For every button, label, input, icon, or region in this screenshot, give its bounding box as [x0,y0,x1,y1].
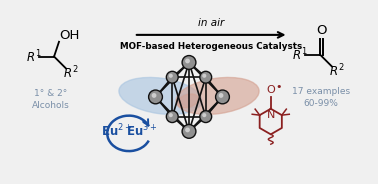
Circle shape [218,93,223,98]
Ellipse shape [119,77,202,114]
Circle shape [185,128,190,132]
Text: O: O [316,24,327,37]
Text: $R^2$: $R^2$ [329,63,344,80]
Circle shape [215,90,229,104]
Text: $R^1$: $R^1$ [291,46,307,63]
Circle shape [202,74,206,78]
Text: •: • [276,82,282,92]
Circle shape [200,71,212,83]
Circle shape [169,113,173,117]
Circle shape [185,59,190,63]
Circle shape [166,111,178,123]
Circle shape [166,71,178,83]
Circle shape [169,74,173,78]
Circle shape [182,125,196,138]
Text: N: N [266,110,275,120]
Text: MOF-based Heterogeneous Catalysts: MOF-based Heterogeneous Catalysts [119,42,302,51]
Circle shape [182,56,196,69]
Circle shape [202,113,206,117]
Text: $R^2$: $R^2$ [63,65,79,82]
Text: $R^1$: $R^1$ [26,48,41,65]
Ellipse shape [178,94,198,108]
Text: 1° & 2°
Alcohols: 1° & 2° Alcohols [32,89,70,110]
Ellipse shape [180,94,200,108]
Ellipse shape [176,77,259,114]
Circle shape [152,93,156,98]
Text: OH: OH [59,29,79,42]
Text: $\mathbf{Eu}^{2+}$: $\mathbf{Eu}^{2+}$ [101,123,133,140]
Text: O: O [266,85,275,95]
Circle shape [200,111,212,123]
Circle shape [149,90,163,104]
Text: $\mathbf{Eu}^{3+}$: $\mathbf{Eu}^{3+}$ [126,123,157,140]
Text: 17 examples
60-99%: 17 examples 60-99% [292,87,350,108]
Text: in air: in air [198,18,224,28]
